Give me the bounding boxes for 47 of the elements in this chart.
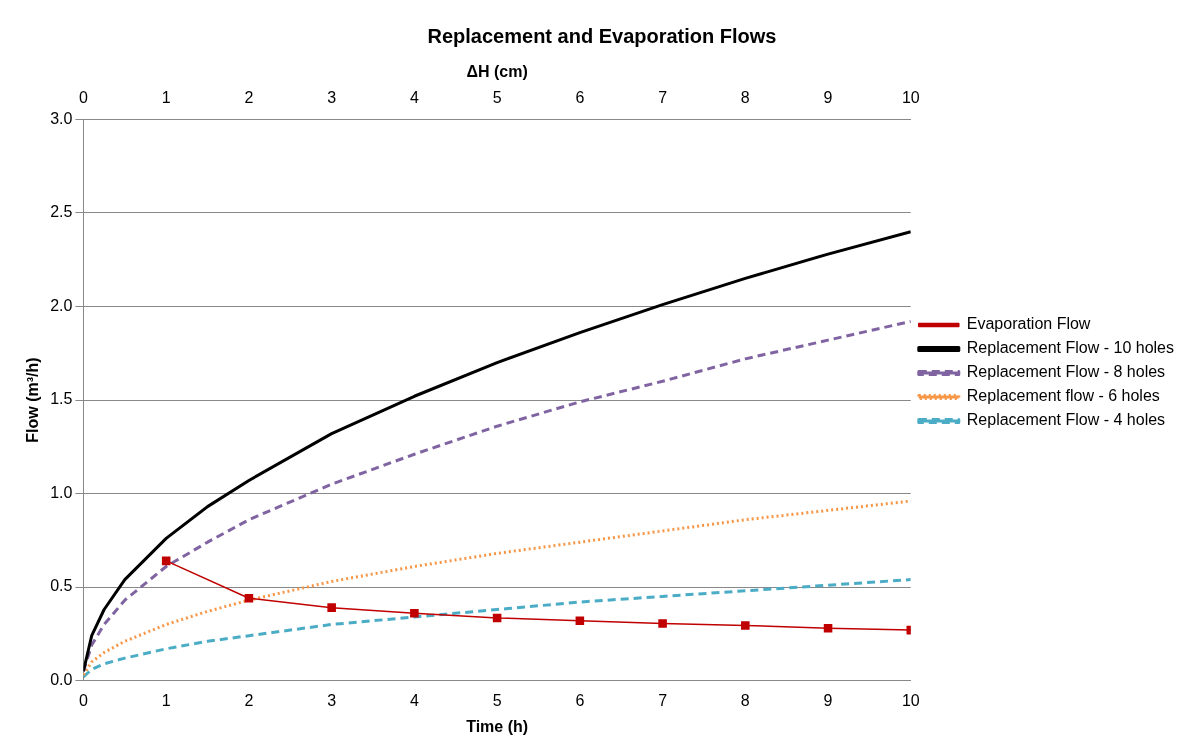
point bbox=[823, 623, 833, 633]
x2-tick-label: 1 bbox=[161, 89, 171, 107]
x2-axis-title: ΔH (cm) bbox=[466, 63, 528, 81]
x-tick-label: 4 bbox=[409, 691, 419, 709]
x-tick-label: 7 bbox=[658, 691, 668, 709]
point bbox=[658, 619, 667, 628]
point bbox=[327, 603, 336, 612]
y-tick-label: 0.0 bbox=[50, 671, 73, 689]
x-axis-title: Time (h) bbox=[466, 717, 529, 735]
point bbox=[161, 556, 171, 566]
x2-tick-label: 4 bbox=[409, 89, 419, 107]
y-tick-label: 0.5 bbox=[50, 577, 73, 595]
legend-label: Replacement Flow - 8 holes bbox=[966, 363, 1166, 381]
y-tick-label: 3.0 bbox=[50, 109, 73, 127]
legend-label: Replacement Flow - 4 holes bbox=[966, 411, 1166, 429]
x-tick-label: 9 bbox=[823, 691, 833, 709]
x2-tick-label: 9 bbox=[823, 89, 833, 107]
x2-tick-label: 6 bbox=[575, 89, 585, 107]
x-tick-label: 1 bbox=[161, 691, 171, 709]
x2-tick-label: 7 bbox=[658, 89, 668, 107]
x-tick-label: 10 bbox=[901, 691, 920, 709]
x-tick-label: 5 bbox=[492, 691, 502, 709]
x-tick-label: 6 bbox=[575, 691, 585, 709]
x-tick-label: 0 bbox=[78, 691, 88, 709]
x2-tick-label: 10 bbox=[901, 89, 920, 107]
y-tick-label: 1.0 bbox=[50, 483, 73, 501]
x-tick-label: 2 bbox=[244, 691, 254, 709]
legend-label: Replacement flow - 6 holes bbox=[966, 387, 1160, 405]
x2-tick-label: 8 bbox=[740, 89, 750, 107]
x2-tick-label: 2 bbox=[244, 89, 254, 107]
y-tick-label: 2.5 bbox=[50, 203, 73, 221]
point bbox=[244, 594, 254, 603]
point bbox=[492, 613, 502, 623]
y-tick-label: 2.0 bbox=[50, 296, 73, 314]
x2-tick-label: 0 bbox=[78, 89, 88, 107]
y-axis-title: Flow (m³/h) bbox=[24, 357, 42, 443]
x-tick-label: 3 bbox=[327, 691, 337, 709]
legend-label: Evaporation Flow bbox=[966, 315, 1091, 333]
point bbox=[741, 621, 750, 630]
x2-tick-label: 3 bbox=[327, 89, 337, 107]
point bbox=[575, 616, 585, 626]
x-tick-label: 8 bbox=[740, 691, 750, 709]
point bbox=[410, 608, 419, 618]
x2-tick-label: 5 bbox=[492, 89, 502, 107]
legend-label: Replacement Flow - 10 holes bbox=[966, 339, 1175, 357]
y-tick-label: 1.5 bbox=[50, 390, 73, 408]
chart-title: Replacement and Evaporation Flows bbox=[427, 24, 777, 47]
